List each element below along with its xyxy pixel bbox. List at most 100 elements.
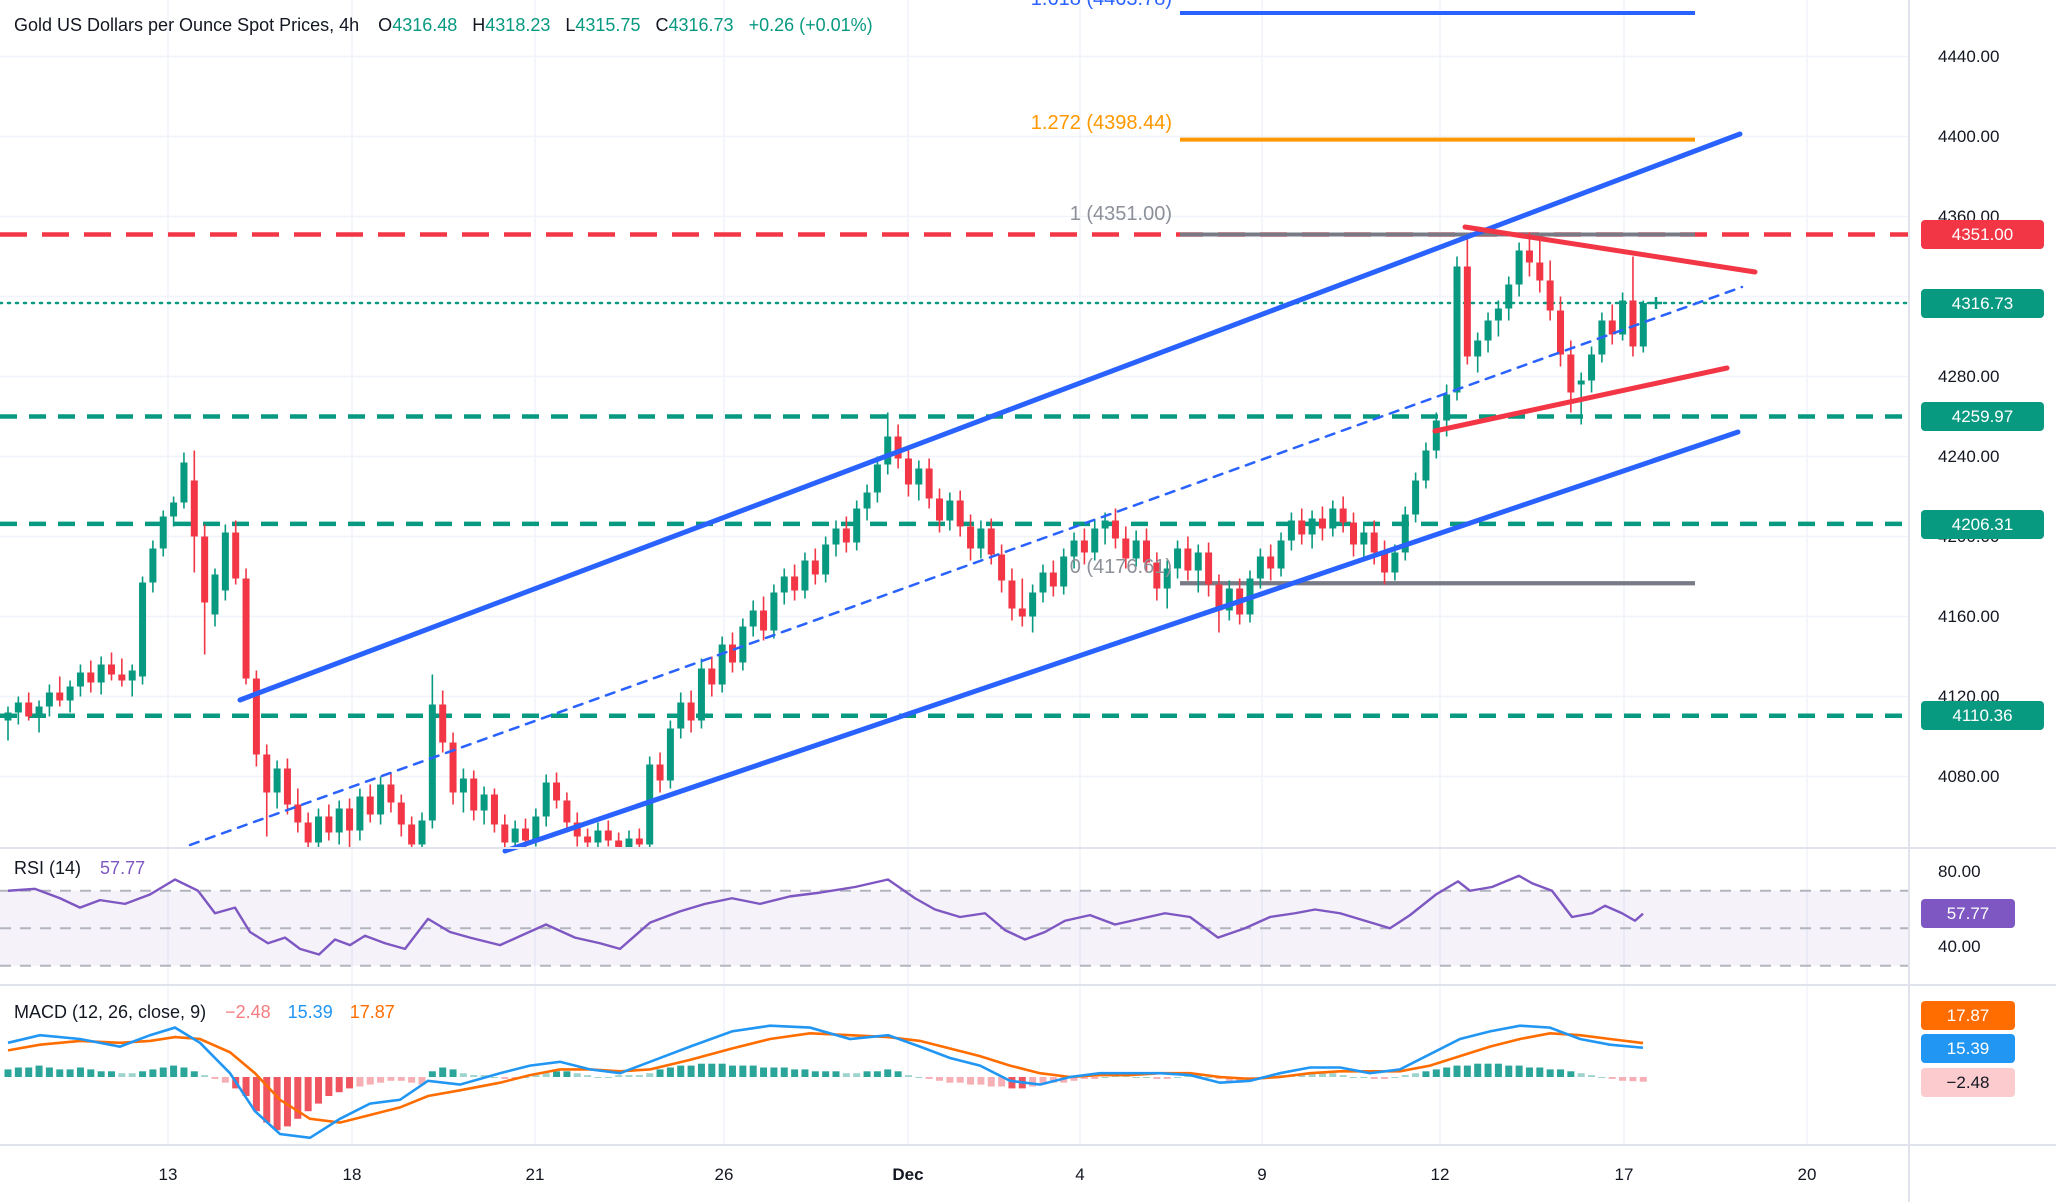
high-value: 4318.23 [485,15,551,35]
rsi-label: RSI (14) [14,858,82,878]
open-label: O [378,15,393,35]
macd-line-value: 15.39 [287,1002,333,1022]
badge-macd-hist: −2.48 [1921,1067,2015,1097]
macd-hist-bar [170,1065,178,1077]
macd-hist-bar [1525,1067,1533,1077]
macd-hist-bar [76,1067,84,1077]
macd-hist-bar [449,1069,457,1077]
macd-hist-bar [708,1063,716,1077]
macd-hist-value: −2.48 [225,1002,271,1022]
macd-hist-bar [604,1077,612,1078]
macd-hist-bar [822,1071,830,1077]
macd-hist-bar [697,1063,705,1077]
price-tick-4240.00: 4240.00 [1938,446,2000,466]
symbol-header: Gold US Dollars per Ounce Spot Prices, 4… [14,15,873,36]
macd-hist-bar [346,1077,354,1089]
macd-hist-bar [366,1077,374,1085]
macd-hist-bar [25,1067,33,1077]
macd-hist-bar [1484,1063,1492,1077]
channel-upper-line[interactable] [237,131,1743,703]
macd-hist-bar [1329,1073,1337,1077]
macd-hist-bar [1080,1077,1088,1079]
macd-hist-bar [842,1073,850,1077]
low-label: L [565,15,576,35]
time-label-18: 18 [342,1165,362,1184]
macd-hist-bar [1463,1065,1471,1077]
macd-hist-bar [397,1077,405,1081]
macd-hist-bar [801,1069,809,1077]
macd-hist-bar [915,1077,923,1078]
fib-label-0: 0 (4176.61) [1069,556,1172,578]
macd-hist-bar [1494,1063,1502,1077]
macd-hist-bar [1391,1077,1399,1078]
macd-hist-bar [1153,1077,1161,1079]
macd-hist-bar [1567,1071,1575,1077]
rsi-header: RSI (14) 57.77 [14,858,145,879]
rsi-tick-40.00: 40.00 [1938,937,1981,956]
macd-hist-bar [1205,1077,1213,1078]
macd-hist-bar [1546,1069,1554,1077]
price-tick-4280.00: 4280.00 [1938,366,2000,386]
macd-hist-bar [791,1069,799,1077]
macd-hist-bar [1236,1077,1244,1083]
macd-hist-bar [315,1077,322,1104]
macd-hist-bar [760,1067,768,1077]
macd-hist-bar [553,1071,561,1077]
channel-middle-dashed-line[interactable] [188,285,1744,847]
macd-hist-bar [56,1069,64,1077]
time-label-20: 20 [1797,1165,1817,1184]
pennant-upper-line[interactable] [1462,224,1758,275]
time-label-Dec: Dec [892,1165,924,1184]
time-axis-bg [0,1146,2056,1202]
macd-hist-bar [1029,1077,1037,1087]
time-label-26: 26 [714,1165,734,1184]
macd-hist-bar [1505,1065,1513,1077]
macd-hist-bar [936,1077,943,1081]
macd-hist-bar [283,1077,291,1127]
macd-hist-bar [894,1071,902,1077]
fib-label-1: 1 (4351.00) [1069,203,1172,225]
macd-hist-bar [1318,1073,1326,1077]
macd-hist-bar [956,1077,964,1083]
fib-label-1.618: 1.618 (4463.78) [852,0,1172,11]
macd-hist-bar [1588,1075,1596,1077]
macd-hist-bar [1401,1075,1409,1077]
badge-support-4206: 4206.31 [1921,509,2044,539]
macd-hist-bar [739,1065,747,1077]
macd-hist-bar [1629,1077,1637,1082]
badge-resistance-4351: 4351.00 [1921,220,2044,249]
macd-hist-bar [190,1071,198,1077]
macd-hist-bar [1619,1077,1627,1081]
macd-hist-bar [677,1065,685,1077]
macd-hist-bar [1339,1075,1347,1077]
macd-hist-bar [987,1077,995,1087]
macd-hist-bar [108,1071,115,1077]
time-label-4: 4 [1075,1165,1085,1184]
price-tick-4160.00: 4160.00 [1938,606,2000,626]
macd-hist-bar [563,1071,571,1077]
close-label: C [655,15,669,35]
macd-hist-bar [97,1071,105,1077]
macd-hist-bar [625,1075,633,1077]
macd-hist-bar [542,1073,550,1077]
macd-hist-bar [1225,1077,1233,1081]
macd-hist-bar [470,1075,478,1077]
macd-hist-bar [501,1077,509,1079]
macd-hist-bar [1308,1073,1316,1077]
macd-label: MACD (12, 26, close, 9) [14,1002,207,1022]
macd-hist-bar [1132,1077,1140,1078]
macd-hist-bar [377,1077,385,1083]
macd-hist-bar [1143,1077,1150,1078]
macd-hist-bar [149,1069,157,1077]
macd-hist-bar [1174,1077,1182,1078]
pennant-lower-line[interactable] [1432,365,1730,434]
macd-hist-bar [615,1075,623,1077]
macd-hist-bar [66,1069,74,1077]
channel-lower-line[interactable] [502,429,1741,854]
macd-hist-bar [687,1065,695,1077]
macd-hist-bar [1070,1077,1078,1081]
time-label-9: 9 [1257,1165,1267,1184]
macd-hist-bar [1350,1077,1357,1078]
price-tick-4080.00: 4080.00 [1938,766,2000,786]
macd-hist-bar [1577,1073,1585,1077]
